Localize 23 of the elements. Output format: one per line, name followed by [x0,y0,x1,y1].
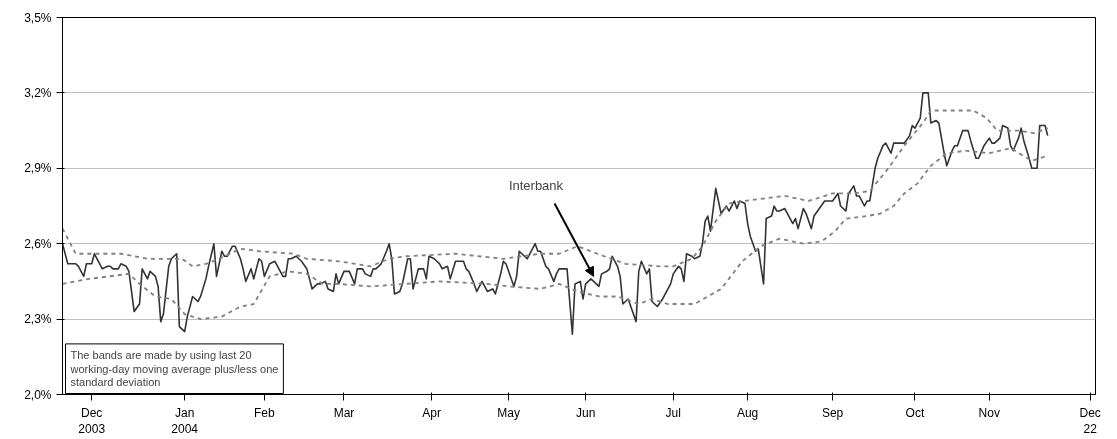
x-tick-label: Dec 22 [1079,405,1101,437]
x-tick-label: Apr [422,405,441,420]
x-tick-label: Jun [575,405,596,420]
x-tick-label: Dec 2003 [78,405,106,437]
x-tick-label: Jan 2004 [171,405,199,437]
x-tick-label: Oct [905,405,925,420]
x-tick-label: Jul [665,405,681,420]
x-tick-label: Nov [978,405,1000,420]
x-tick-label: Sep [821,405,844,420]
y-tick-label: 2,6% [24,236,52,251]
line-series [62,92,1049,335]
x-tick-label: May [497,405,520,420]
y-tick-label: 3,2% [24,85,52,100]
x-tick-label: Feb [253,405,275,420]
y-tick-label: 3,5% [24,10,52,25]
y-tick-label: 2,0% [24,387,52,402]
y-tick-label: 2,9% [24,161,52,176]
x-tick-label: Aug [736,405,759,420]
annotation: The bands are made by using last 20 working-day moving average plus/less one standard deviation [69,348,279,389]
line-series [62,109,1049,268]
annotation: Interbank [508,178,564,194]
x-tick-label: Mar [333,405,355,420]
y-tick-label: 2,3% [24,312,52,327]
